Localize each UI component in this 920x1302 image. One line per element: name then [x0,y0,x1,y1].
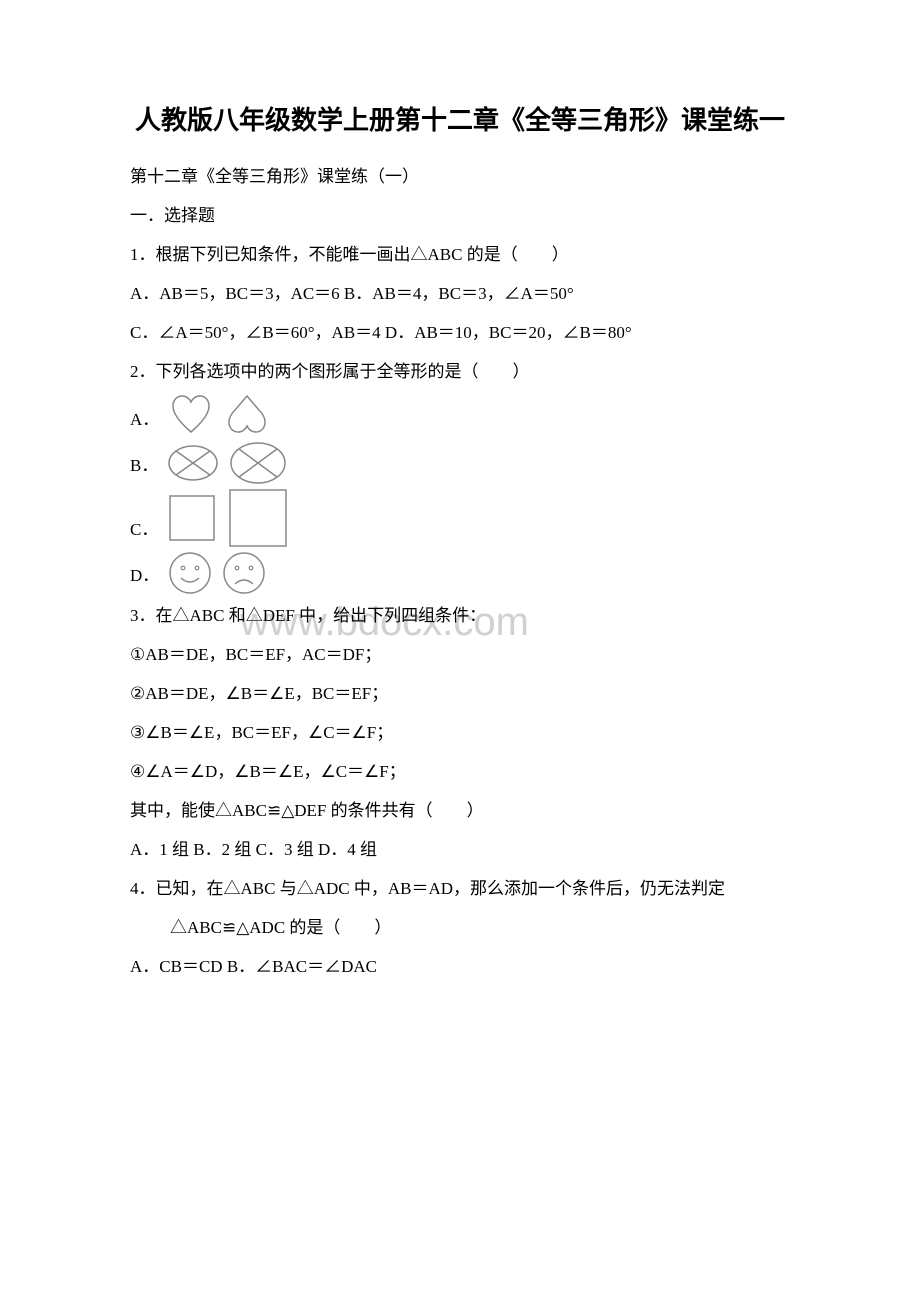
option-d-shapes [167,550,267,596]
square-large-icon [226,486,290,550]
smile-face-icon [167,550,213,596]
option-a-shapes [167,392,271,440]
square-small-icon [166,492,218,544]
heart-icon [167,392,215,440]
question-3-cond-2: ②AB＝DE，∠B＝∠E，BC＝EF； [130,674,830,713]
option-d-row: D． [130,550,830,596]
question-3-tail: 其中，能使△ABC≌△DEF 的条件共有（ ） [130,791,830,830]
option-a-label: A． [130,400,159,439]
question-3: 3．在△ABC 和△DEF 中，给出下列四组条件： [130,596,830,635]
ellipse-x-large-icon [228,440,288,486]
option-b-label: B． [130,446,158,485]
option-c-label: C． [130,510,158,549]
question-1-row-cd: C．∠A＝50°，∠B＝60°，AB＝4 D．AB＝10，BC＝20，∠B＝80… [130,313,830,352]
question-3-cond-4: ④∠A＝∠D，∠B＝∠E，∠C＝∠F； [130,752,830,791]
question-2: 2．下列各选项中的两个图形属于全等形的是（ ） [130,352,830,391]
question-3-cond-1: ①AB＝DE，BC＝EF，AC＝DF； [130,635,830,674]
question-4-row-ab: A．CB＝CD B．∠BAC＝∠DAC [130,947,830,986]
page-title: 人教版八年级数学上册第十二章《全等三角形》课堂练一 [90,100,830,137]
question-1: 1．根据下列已知条件，不能唯一画出△ABC 的是（ ） [130,235,830,274]
spade-icon [223,392,271,440]
question-4: 4．已知，在△ABC 与△ADC 中，AB＝AD，那么添加一个条件后，仍无法判定… [130,869,830,947]
question-3-options: A．1 组 B．2 组 C．3 组 D．4 组 [130,830,830,869]
option-b-shapes [166,440,288,486]
option-b-row: B． [130,440,830,486]
option-d-label: D． [130,556,159,595]
ellipse-x-small-icon [166,443,220,483]
option-c-row: C． [130,486,830,550]
question-3-cond-3: ③∠B＝∠E，BC＝EF，∠C＝∠F； [130,713,830,752]
sad-face-icon [221,550,267,596]
question-1-row-ab: A．AB＝5，BC＝3，AC＝6 B．AB＝4，BC＝3，∠A＝50° [130,274,830,313]
option-c-shapes [166,486,290,550]
subtitle-line: 第十二章《全等三角形》课堂练（一） [130,157,830,196]
option-a-row: A． [130,392,830,440]
section-heading: 一．选择题 [130,196,830,235]
document-content: 人教版八年级数学上册第十二章《全等三角形》课堂练一 第十二章《全等三角形》课堂练… [90,100,830,987]
